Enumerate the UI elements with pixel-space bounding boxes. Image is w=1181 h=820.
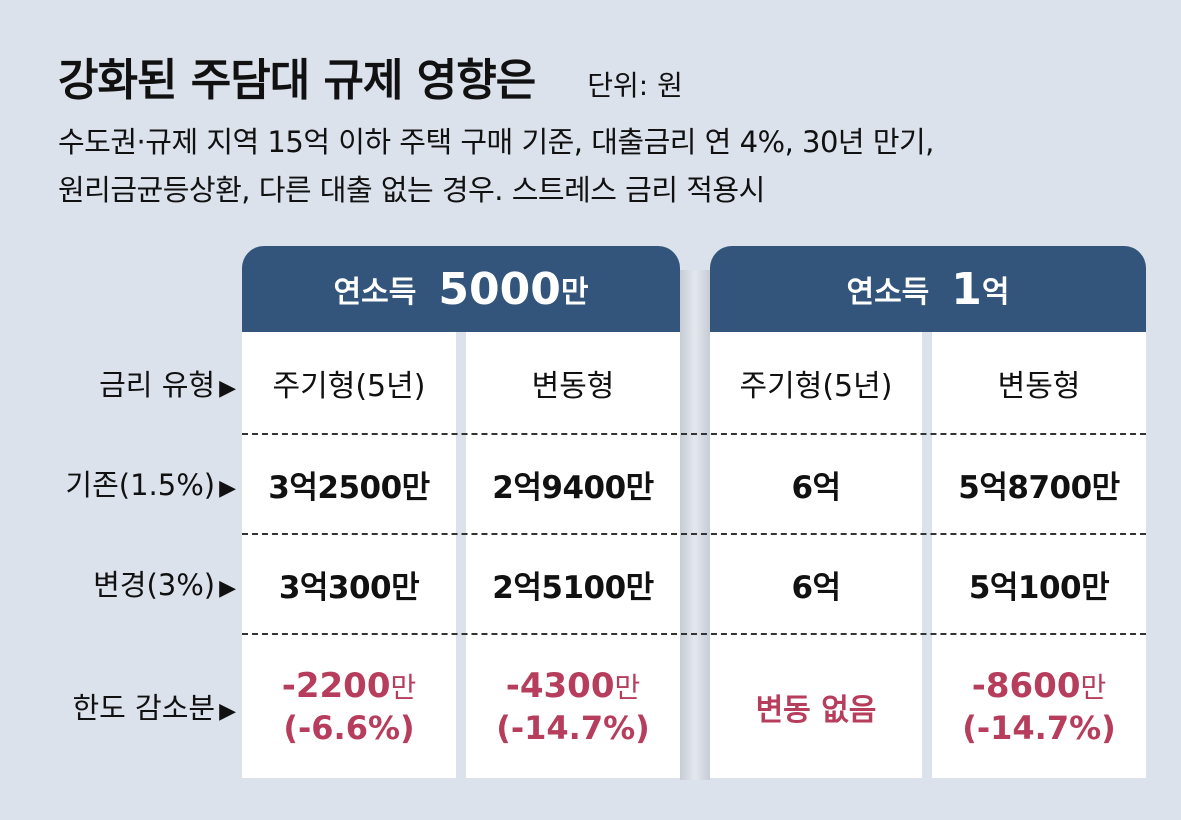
triangle-right-icon: ▶ <box>219 576 236 601</box>
type-cell-2: 변동형 <box>531 368 615 404</box>
header-income-5000: 연소득 5000 만 <box>242 246 680 332</box>
reduction-percent: (-14.7%) <box>496 708 650 747</box>
page-title: 강화된 주담대 규제 영향은 <box>58 55 536 106</box>
column-2-bg <box>466 332 680 778</box>
unit-label: 단위: 원 <box>587 69 683 102</box>
type-cell-4: 변동형 <box>997 368 1081 404</box>
reduction-cell-4: -8600만 (-14.7%) <box>932 635 1146 778</box>
row-label-changed: 변경(3%) ▶ <box>93 568 236 602</box>
title-row: 강화된 주담대 규제 영향은 단위: 원 <box>58 44 683 108</box>
reduction-cell-1: -2200만 (-6.6%) <box>242 635 456 778</box>
reduction-cell-3: 변동 없음 <box>755 692 877 728</box>
triangle-right-icon: ▶ <box>219 376 236 401</box>
reduction-unit: 만 <box>1080 670 1107 704</box>
column-3-bg <box>710 332 922 778</box>
changed-cell-1: 3억300만 <box>278 569 420 606</box>
reduction-unit: 만 <box>614 670 641 704</box>
column-1-bg <box>242 332 456 778</box>
header-suffix: 만 <box>560 275 589 310</box>
base-cell-2: 2억9400만 <box>492 469 654 506</box>
header-label: 연소득 <box>846 275 930 310</box>
triangle-right-icon: ▶ <box>219 476 236 501</box>
header-income-1: 연소득 1 억 <box>710 246 1146 332</box>
column-divider <box>680 270 710 780</box>
type-cell-3: 주기형(5년) <box>739 368 893 404</box>
header-suffix: 억 <box>981 275 1010 310</box>
base-cell-4: 5억8700만 <box>958 469 1120 506</box>
row-label-base: 기존(1.5%) ▶ <box>65 468 236 502</box>
header-label: 연소득 <box>333 275 417 310</box>
changed-cell-2: 2억5100만 <box>492 569 654 606</box>
changed-cell-3: 6억 <box>791 569 841 606</box>
type-cell-1: 주기형(5년) <box>272 368 426 404</box>
reduction-cell-2: -4300만 (-14.7%) <box>466 635 680 778</box>
reduction-percent: (-14.7%) <box>962 708 1116 747</box>
reduction-amount: -8600 <box>971 665 1081 706</box>
row-divider-2 <box>242 533 1146 535</box>
subtitle-line-2: 원리금균등상환, 다른 대출 없는 경우. 스트레스 금리 적용시 <box>58 173 765 207</box>
reduction-amount: -2200 <box>281 665 391 706</box>
reduction-percent: (-6.6%) <box>283 708 415 747</box>
reduction-unit: 만 <box>390 670 417 704</box>
row-label-reduction: 한도 감소분 ▶ <box>72 691 236 725</box>
triangle-right-icon: ▶ <box>219 699 236 724</box>
row-label-type: 금리 유형 ▶ <box>99 368 236 402</box>
header-amount: 1 <box>951 263 982 315</box>
subtitle: 수도권·규제 지역 15억 이하 주택 구매 기준, 대출금리 연 4%, 30… <box>58 118 1158 214</box>
row-divider-1 <box>242 433 1146 435</box>
reduction-amount: -4300 <box>505 665 615 706</box>
base-cell-3: 6억 <box>791 469 841 506</box>
changed-cell-4: 5억100만 <box>968 569 1110 606</box>
column-4-bg <box>932 332 1146 778</box>
subtitle-line-1: 수도권·규제 지역 15억 이하 주택 구매 기준, 대출금리 연 4%, 30… <box>58 125 934 159</box>
base-cell-1: 3억2500만 <box>268 469 430 506</box>
row-divider-3 <box>242 633 1146 635</box>
header-amount: 5000 <box>438 263 561 315</box>
